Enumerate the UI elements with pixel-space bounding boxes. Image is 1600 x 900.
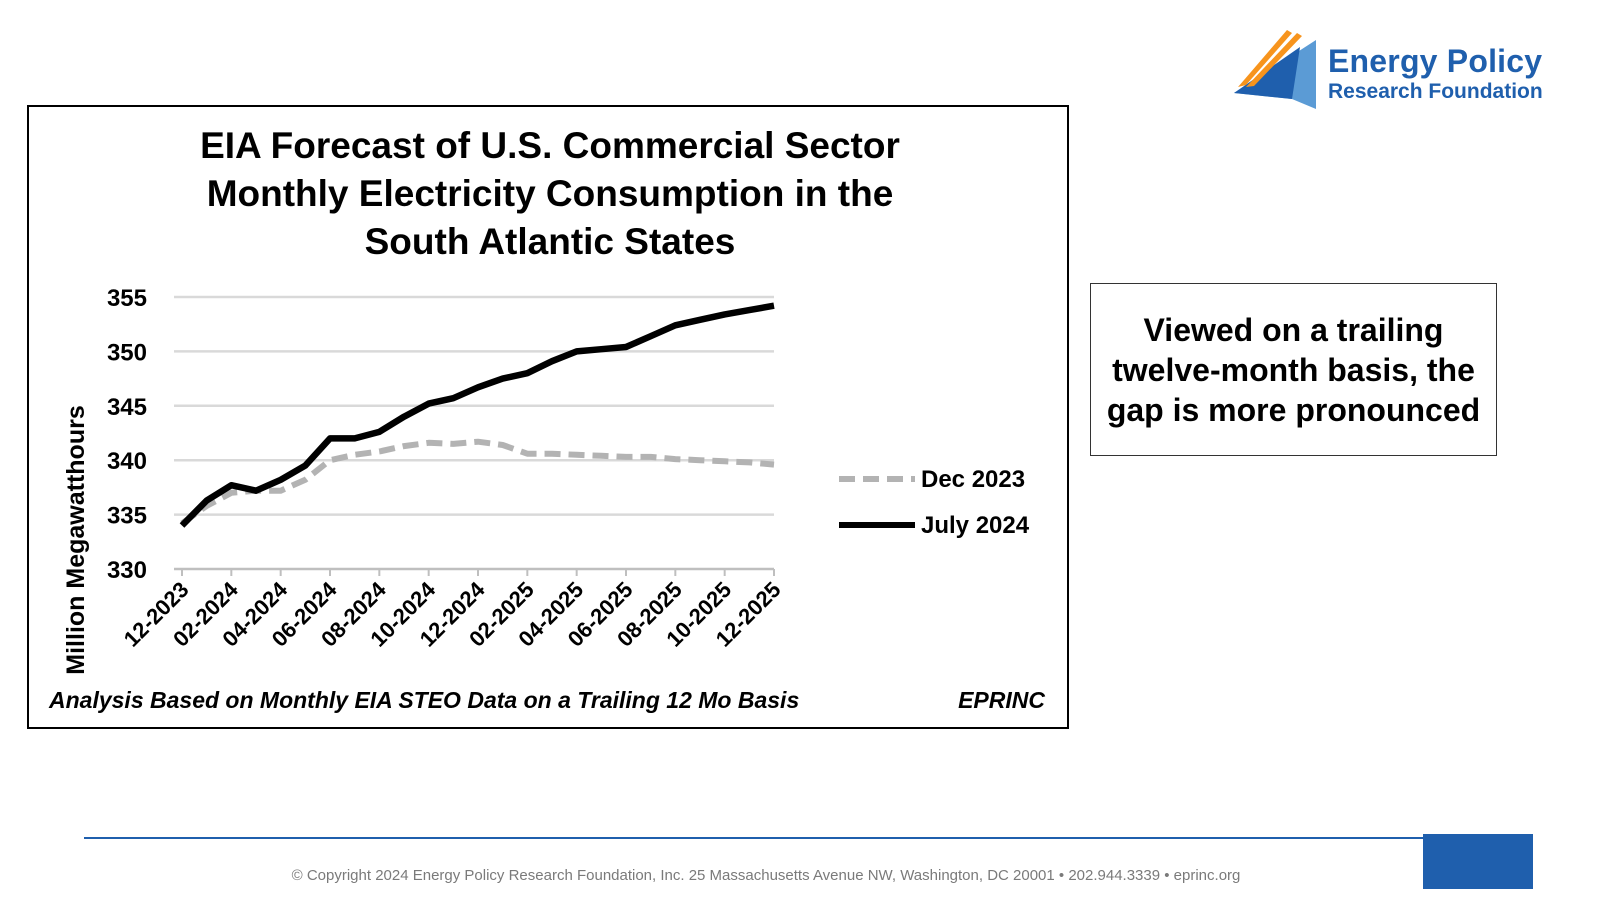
y-tick-label: 340 <box>107 448 147 475</box>
logo-name-line1: Energy Policy <box>1328 43 1543 79</box>
callout-box: Viewed on a trailing twelve-month basis,… <box>1090 283 1497 456</box>
callout-text: Viewed on a trailing twelve-month basis,… <box>1106 311 1481 428</box>
y-tick-label: 345 <box>107 394 147 421</box>
chart-title-line3: South Atlantic States <box>365 221 736 262</box>
chart-footnote: Analysis Based on Monthly EIA STEO Data … <box>48 687 799 713</box>
y-tick-label: 335 <box>107 503 147 530</box>
logo-mark-icon <box>1234 30 1316 109</box>
legend-label-july-2024: July 2024 <box>921 512 1030 539</box>
y-tick-label: 330 <box>107 557 147 584</box>
footer-copyright: © Copyright 2024 Energy Policy Research … <box>291 867 1241 884</box>
chart: EIA Forecast of U.S. Commercial Sector M… <box>48 125 1045 713</box>
y-tick-label: 355 <box>107 285 147 312</box>
y-axis-label: Million Megawatthours <box>62 405 90 674</box>
legend: Dec 2023 July 2024 <box>839 466 1030 539</box>
logo: Energy Policy Research Foundation <box>1232 25 1592 115</box>
chart-source: EPRINC <box>958 687 1045 713</box>
chart-title-line2: Monthly Electricity Consumption in the <box>207 173 894 214</box>
chart-title-line1: EIA Forecast of U.S. Commercial Sector <box>200 125 900 166</box>
chart-frame <box>27 105 1069 729</box>
y-tick-label: 350 <box>107 339 147 366</box>
legend-label-dec-2023: Dec 2023 <box>921 466 1025 493</box>
footer-accent-box <box>1423 834 1533 889</box>
logo-name-line2: Research Foundation <box>1328 80 1543 103</box>
footer-divider <box>84 837 1424 839</box>
